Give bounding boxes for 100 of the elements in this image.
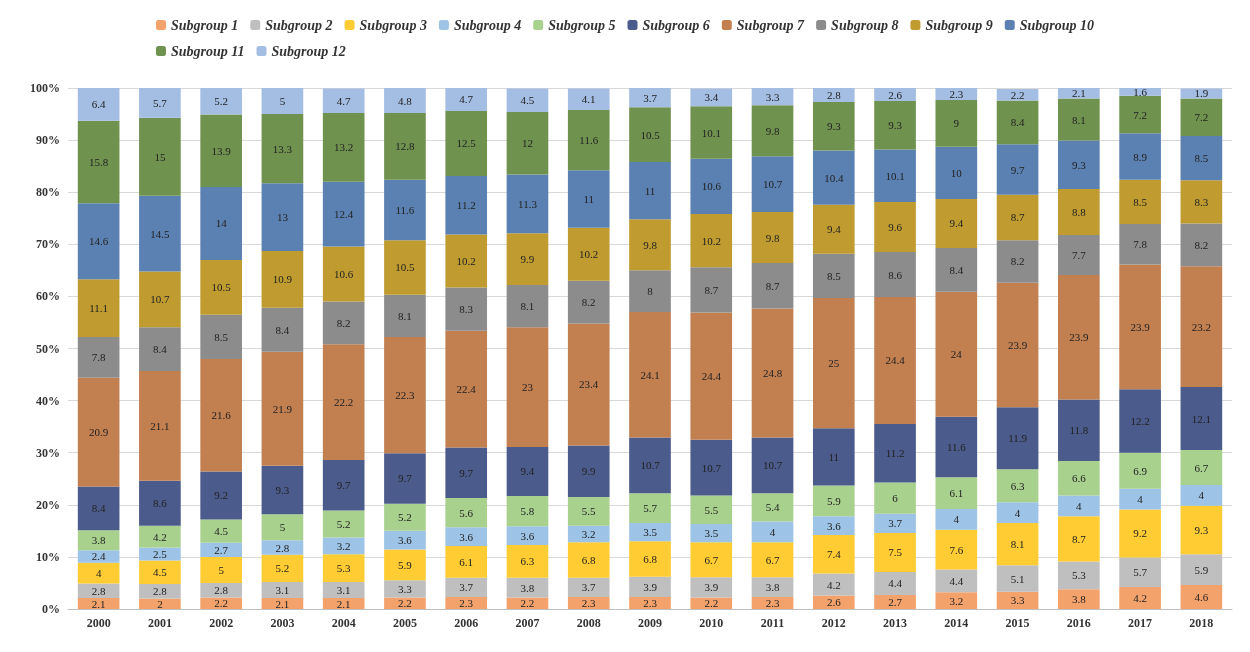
data-label: 10.7: [762, 459, 783, 472]
data-label: 8.1: [520, 300, 535, 313]
bar: [567, 597, 610, 609]
x-tick-label: 2012: [821, 616, 846, 630]
bar: [751, 577, 794, 598]
data-label: 10.5: [211, 281, 232, 294]
bar: [751, 88, 794, 106]
bar: [261, 554, 304, 582]
data-label: 3.6: [398, 534, 413, 547]
legend-label: Subgroup 9: [925, 17, 993, 33]
bar: [874, 101, 916, 150]
bar: [1119, 587, 1161, 609]
x-tick-label: 2005: [392, 616, 417, 630]
bar: [1119, 264, 1161, 390]
bar: [812, 297, 855, 429]
data-label: 9.9: [520, 253, 535, 266]
data-label: 10.7: [150, 293, 171, 306]
data-label: 4.7: [459, 93, 474, 106]
bar: [1058, 516, 1100, 562]
data-label: 6.1: [459, 555, 474, 568]
bar: [261, 114, 304, 184]
data-label: 2.8: [214, 584, 229, 597]
bar: [1180, 98, 1223, 136]
bar: [690, 577, 733, 598]
bar: [812, 88, 855, 103]
data-label: 6.7: [704, 553, 719, 566]
bar: [322, 554, 365, 582]
bar: [996, 100, 1039, 145]
data-label: 4.8: [398, 94, 413, 107]
data-label: 4.1: [581, 93, 596, 106]
data-label: 6.4: [91, 98, 107, 111]
bar: [77, 337, 120, 378]
bar: [139, 370, 181, 481]
data-label: 2.6: [888, 88, 903, 101]
bar: [77, 550, 120, 563]
bar: [77, 562, 120, 584]
data-label: 9.8: [765, 124, 780, 137]
bar: [1119, 95, 1161, 134]
bar: [384, 580, 426, 598]
bar: [322, 581, 365, 599]
data-label: 4.5: [214, 525, 229, 538]
data-label: 1.9: [1194, 87, 1209, 100]
bar: [751, 521, 794, 543]
bar: [200, 582, 242, 598]
data-label: 8.6: [153, 497, 168, 510]
data-label: 9.8: [765, 231, 780, 244]
data-label: 9.3: [888, 119, 903, 132]
y-tick-label: 0%: [42, 602, 60, 616]
data-label: 2.3: [581, 597, 597, 610]
bar: [629, 88, 671, 108]
data-label: 9.4: [826, 223, 842, 236]
data-label: 3.7: [643, 91, 658, 104]
data-label: 9.4: [949, 217, 964, 230]
bar: [935, 529, 978, 570]
data-label: 6.1: [949, 487, 964, 500]
data-label: 2.1: [1071, 87, 1086, 100]
data-label: 2.4: [91, 550, 107, 563]
bar: [812, 150, 855, 205]
bar: [77, 88, 120, 121]
bar: [261, 88, 304, 115]
bar: [139, 525, 181, 548]
x-tick-label: 2016: [1066, 616, 1091, 630]
bar: [567, 88, 610, 110]
bar: [1180, 223, 1223, 267]
bar: [1180, 135, 1223, 181]
bar: [567, 445, 610, 497]
data-label: 5.2: [214, 95, 229, 108]
bar: [996, 502, 1039, 524]
data-label: 2.2: [1010, 88, 1025, 101]
bar: [1180, 554, 1223, 586]
data-label: 3.3: [398, 582, 413, 595]
data-label: 2.3: [949, 87, 964, 100]
bar: [139, 117, 181, 196]
data-label: 3.1: [336, 583, 351, 596]
bar: [1180, 450, 1223, 485]
bar: [261, 307, 304, 352]
data-label: 10.1: [701, 126, 721, 139]
data-label: 8.4: [949, 263, 964, 276]
bar: [1119, 223, 1161, 265]
bar: [200, 186, 242, 260]
bar: [1058, 98, 1100, 141]
bar: [690, 158, 733, 215]
data-label: 8.8: [1071, 206, 1087, 218]
bar: [139, 88, 181, 118]
data-label: 10.1: [885, 169, 905, 182]
bar: [751, 493, 794, 522]
bar: [629, 437, 671, 494]
bar: [812, 253, 855, 298]
data-label: 4.5: [520, 94, 535, 107]
data-label: 8.4: [91, 502, 107, 515]
data-label: 15: [154, 150, 166, 163]
bar: [261, 183, 304, 252]
x-tick-label: 2015: [1005, 616, 1030, 630]
data-label: 3.2: [949, 594, 964, 607]
data-label: 2.5: [153, 548, 168, 561]
data-label: 10.2: [579, 248, 599, 261]
legend-label: Subgroup 2: [265, 17, 333, 33]
data-label: 3.9: [704, 581, 719, 594]
bar: [322, 301, 365, 345]
legend-label: Subgroup 4: [453, 17, 522, 33]
